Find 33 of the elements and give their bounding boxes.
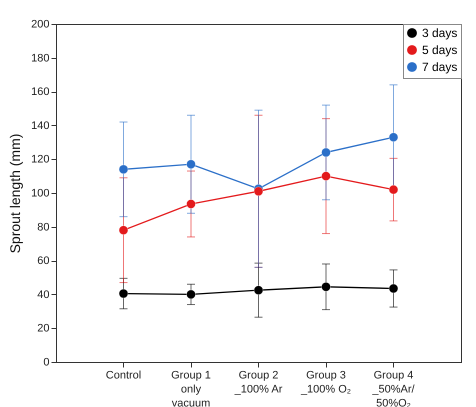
x-tick-label: Control bbox=[106, 370, 142, 382]
point bbox=[186, 160, 196, 169]
y-tick-label: 80 bbox=[37, 221, 50, 234]
y-axis-title: Sprout length (mm) bbox=[7, 134, 24, 254]
point bbox=[388, 132, 398, 142]
legend-label: 7 days bbox=[422, 60, 458, 74]
x-tick-label: Group 1 only vacuum bbox=[171, 370, 211, 407]
point bbox=[388, 284, 398, 294]
x-tick-label: Group 3 _100% O₂ bbox=[300, 370, 352, 396]
x-tick-label: Group 2 _100% Ar bbox=[234, 370, 283, 396]
point bbox=[118, 288, 128, 298]
y-tick-label: 0 bbox=[43, 356, 50, 368]
point bbox=[321, 171, 331, 181]
point bbox=[321, 148, 331, 158]
point bbox=[321, 282, 331, 292]
y-tick-label: 160 bbox=[31, 86, 50, 98]
y-tick-label: 20 bbox=[37, 322, 50, 335]
point bbox=[118, 226, 128, 235]
y-tick-label: 200 bbox=[31, 18, 50, 30]
point bbox=[186, 290, 196, 300]
point bbox=[254, 286, 264, 295]
y-tick-label: 140 bbox=[31, 120, 50, 132]
legend-label: 5 days bbox=[422, 43, 458, 57]
y-tick-label: 60 bbox=[37, 255, 50, 268]
y-tick-label: 180 bbox=[31, 52, 50, 64]
legend-label: 3 days bbox=[422, 26, 458, 40]
point bbox=[254, 186, 264, 196]
point bbox=[388, 185, 398, 194]
y-tick-label: 120 bbox=[31, 154, 50, 166]
point bbox=[118, 164, 128, 174]
point bbox=[186, 199, 196, 209]
y-tick-label: 100 bbox=[31, 188, 50, 200]
y-tick-label: 40 bbox=[37, 288, 50, 301]
